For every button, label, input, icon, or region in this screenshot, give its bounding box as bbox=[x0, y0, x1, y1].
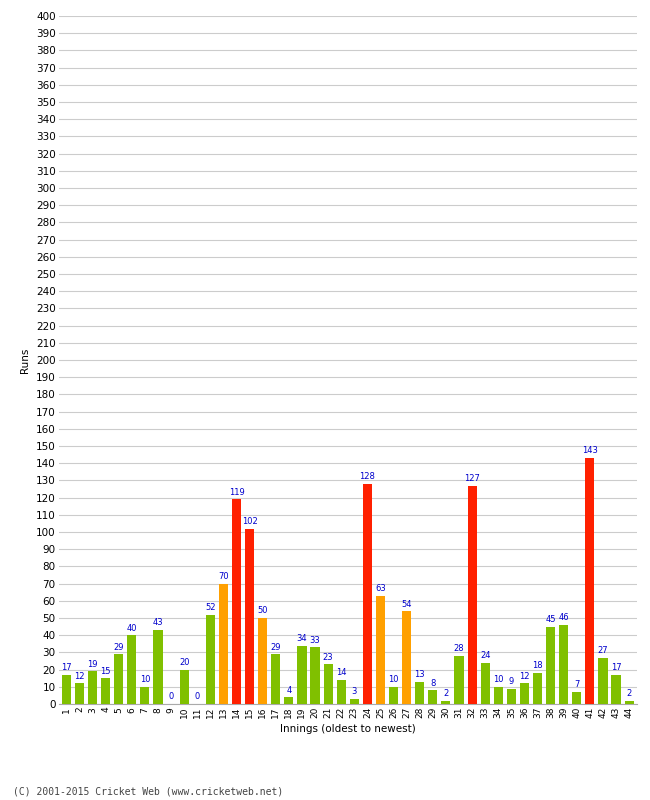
Text: 43: 43 bbox=[153, 618, 163, 627]
Bar bbox=[376, 596, 385, 704]
Text: 45: 45 bbox=[545, 615, 556, 624]
Text: 15: 15 bbox=[100, 666, 111, 676]
Text: 12: 12 bbox=[74, 672, 85, 681]
Text: 54: 54 bbox=[402, 599, 412, 609]
Bar bbox=[101, 678, 111, 704]
Text: 46: 46 bbox=[558, 614, 569, 622]
Text: 17: 17 bbox=[611, 663, 621, 672]
Text: 9: 9 bbox=[509, 677, 514, 686]
Text: 2: 2 bbox=[443, 689, 448, 698]
Text: 127: 127 bbox=[464, 474, 480, 483]
Bar bbox=[363, 484, 372, 704]
Bar bbox=[140, 686, 150, 704]
Text: 10: 10 bbox=[493, 675, 504, 684]
Text: 143: 143 bbox=[582, 446, 598, 455]
Bar bbox=[520, 683, 529, 704]
Bar bbox=[402, 611, 411, 704]
Bar bbox=[441, 701, 450, 704]
Text: 4: 4 bbox=[286, 686, 291, 694]
Text: 23: 23 bbox=[323, 653, 333, 662]
Text: 2: 2 bbox=[627, 689, 632, 698]
Bar bbox=[546, 626, 555, 704]
Bar bbox=[494, 686, 503, 704]
Text: 12: 12 bbox=[519, 672, 530, 681]
Bar bbox=[599, 658, 608, 704]
Bar bbox=[258, 618, 267, 704]
Text: 19: 19 bbox=[87, 660, 98, 669]
Text: 28: 28 bbox=[454, 644, 464, 654]
Bar bbox=[533, 673, 542, 704]
Bar bbox=[62, 674, 71, 704]
Text: 40: 40 bbox=[127, 624, 137, 633]
Bar bbox=[612, 674, 621, 704]
Bar bbox=[271, 654, 280, 704]
Text: 14: 14 bbox=[336, 668, 346, 678]
Text: 20: 20 bbox=[179, 658, 189, 667]
Bar bbox=[219, 584, 228, 704]
Text: 102: 102 bbox=[242, 517, 257, 526]
Bar bbox=[114, 654, 124, 704]
X-axis label: Innings (oldest to newest): Innings (oldest to newest) bbox=[280, 724, 415, 734]
Bar bbox=[507, 689, 516, 704]
Text: 27: 27 bbox=[597, 646, 608, 655]
Bar bbox=[284, 697, 293, 704]
Text: 3: 3 bbox=[352, 687, 357, 696]
Bar bbox=[389, 686, 398, 704]
Text: 10: 10 bbox=[388, 675, 399, 684]
Text: 18: 18 bbox=[532, 662, 543, 670]
Bar bbox=[415, 682, 424, 704]
Bar bbox=[559, 625, 568, 704]
Text: 0: 0 bbox=[168, 693, 174, 702]
Bar bbox=[428, 690, 437, 704]
Text: 70: 70 bbox=[218, 572, 229, 581]
Bar bbox=[467, 486, 476, 704]
Bar bbox=[88, 671, 97, 704]
Text: 34: 34 bbox=[296, 634, 307, 643]
Bar bbox=[232, 499, 241, 704]
Text: 0: 0 bbox=[194, 693, 200, 702]
Bar bbox=[337, 680, 346, 704]
Text: 29: 29 bbox=[114, 642, 124, 651]
Bar bbox=[245, 529, 254, 704]
Text: 63: 63 bbox=[375, 584, 386, 593]
Bar bbox=[75, 683, 84, 704]
Text: 7: 7 bbox=[574, 680, 580, 690]
Bar bbox=[625, 701, 634, 704]
Text: (C) 2001-2015 Cricket Web (www.cricketweb.net): (C) 2001-2015 Cricket Web (www.cricketwe… bbox=[13, 786, 283, 796]
Text: 10: 10 bbox=[140, 675, 150, 684]
Bar bbox=[454, 656, 463, 704]
Bar bbox=[350, 699, 359, 704]
Text: 50: 50 bbox=[257, 606, 268, 615]
Bar bbox=[311, 647, 320, 704]
Bar bbox=[324, 665, 333, 704]
Bar bbox=[297, 646, 307, 704]
Text: 52: 52 bbox=[205, 603, 216, 612]
Y-axis label: Runs: Runs bbox=[20, 347, 31, 373]
Text: 8: 8 bbox=[430, 678, 436, 688]
Bar bbox=[127, 635, 136, 704]
Text: 128: 128 bbox=[359, 472, 375, 482]
Bar bbox=[585, 458, 595, 704]
Bar bbox=[480, 662, 489, 704]
Text: 24: 24 bbox=[480, 651, 491, 660]
Text: 119: 119 bbox=[229, 488, 244, 497]
Text: 13: 13 bbox=[415, 670, 425, 679]
Text: 29: 29 bbox=[270, 642, 281, 651]
Bar bbox=[179, 670, 188, 704]
Text: 33: 33 bbox=[309, 636, 320, 645]
Bar bbox=[572, 692, 581, 704]
Text: 17: 17 bbox=[61, 663, 72, 672]
Bar bbox=[206, 614, 215, 704]
Bar bbox=[153, 630, 162, 704]
